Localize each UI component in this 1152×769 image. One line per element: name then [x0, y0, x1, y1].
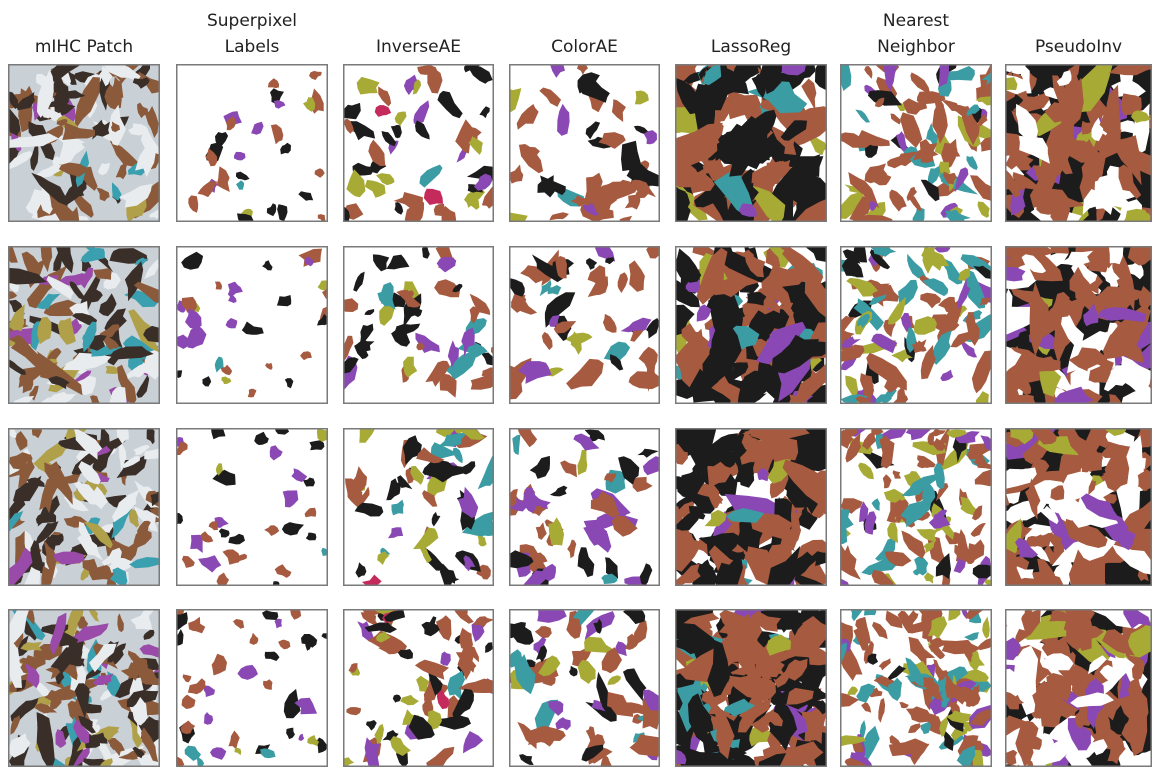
prediction-map	[343, 609, 494, 767]
column-header: InverseAE	[333, 8, 504, 60]
prediction-map	[675, 64, 827, 222]
column-header: PseudoInv	[995, 8, 1152, 60]
column-header: ColorAE	[499, 8, 670, 60]
prediction-map	[176, 609, 328, 767]
prediction-map	[1005, 246, 1152, 404]
prediction-map	[1005, 64, 1152, 222]
prediction-map	[675, 428, 827, 586]
column-header-line: Labels	[166, 34, 338, 60]
prediction-map	[176, 246, 328, 404]
prediction-map	[509, 64, 660, 222]
prediction-map	[343, 64, 494, 222]
column-header-line: LassoReg	[665, 34, 837, 60]
prediction-map	[840, 609, 992, 767]
image-patch	[8, 246, 160, 404]
column-header: NearestNeighbor	[830, 8, 1002, 60]
panel-background	[176, 428, 328, 586]
column-header-line: InverseAE	[333, 34, 504, 60]
column-header-line: ColorAE	[499, 34, 670, 60]
image-patch	[8, 428, 160, 586]
image-patch	[8, 64, 160, 222]
column-header-line: Neighbor	[830, 34, 1002, 60]
prediction-map	[509, 609, 660, 767]
prediction-map	[840, 64, 992, 222]
prediction-map	[1005, 428, 1152, 586]
column-header: SuperpixelLabels	[166, 8, 338, 60]
prediction-map	[840, 246, 992, 404]
prediction-map	[176, 428, 328, 586]
prediction-map	[1005, 609, 1152, 767]
prediction-map	[509, 428, 660, 586]
prediction-map	[675, 609, 827, 767]
image-patch	[8, 609, 160, 767]
prediction-map	[343, 246, 494, 404]
column-header: mIHC Patch	[0, 8, 170, 60]
column-header-line: Nearest	[830, 8, 1002, 34]
column-header-line: Superpixel	[166, 8, 338, 34]
column-header-line: PseudoInv	[995, 34, 1152, 60]
blob	[481, 519, 494, 536]
column-header: LassoReg	[665, 8, 837, 60]
column-header-line: mIHC Patch	[0, 34, 170, 60]
prediction-map	[176, 64, 328, 222]
prediction-map	[509, 246, 660, 404]
prediction-map	[343, 428, 494, 586]
figure: {"columns": [ {"label": ["mIHC Patch"]},…	[0, 0, 1152, 769]
prediction-map	[675, 246, 827, 404]
prediction-map	[840, 428, 992, 586]
